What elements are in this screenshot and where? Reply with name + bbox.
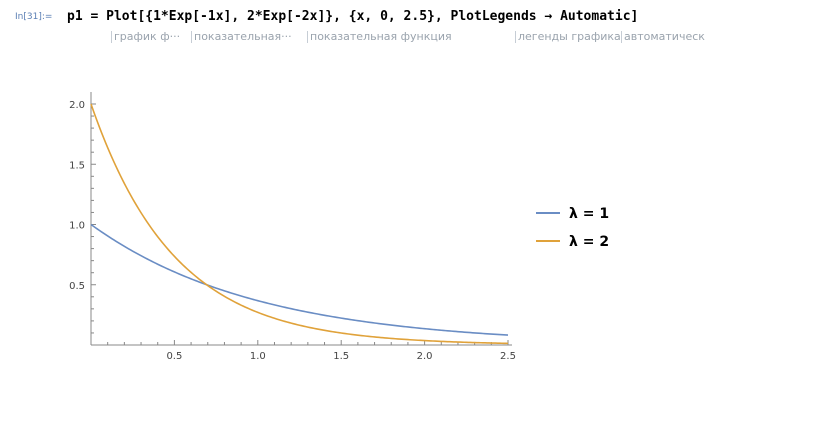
y-tick-label: 2.0: [69, 100, 85, 111]
input-code[interactable]: p1 = Plot[{1*Exp[-1x], 2*Exp[-2x]}, {x, …: [67, 9, 639, 24]
input-label: In[31]:=: [15, 12, 53, 22]
y-tick-label: 0.5: [69, 281, 85, 292]
autocomplete-hints: график ф··· показательная··· показательн…: [0, 31, 817, 45]
y-tick-label: 1.0: [69, 221, 85, 232]
hint-exp-2[interactable]: показательная функция: [307, 31, 452, 43]
hint-plotlegends[interactable]: легенды графика: [515, 31, 621, 43]
x-tick-label: 1.0: [250, 351, 266, 362]
legend-label-1: λ = 1: [569, 206, 609, 222]
x-tick-label: 2.5: [500, 351, 516, 362]
plot-legend: λ = 1 λ = 2: [536, 206, 609, 250]
series-line-2: [90, 103, 509, 345]
x-tick-label: 1.5: [333, 351, 349, 362]
x-tick-label: 2.0: [417, 351, 433, 362]
series-line-1: [90, 223, 509, 336]
hint-exp-1[interactable]: показательная···: [191, 31, 292, 43]
plot-axes: 0.5 1.0 1.5 2.0 2.5 0.5 1.0 1.5 2.0: [69, 92, 516, 362]
x-tick-label: 0.5: [166, 351, 182, 362]
y-tick-label: 1.5: [69, 160, 85, 171]
legend-label-2: λ = 2: [569, 234, 609, 250]
hint-automatic[interactable]: автоматическ: [621, 31, 705, 43]
plot-series: [90, 103, 509, 345]
hint-plot[interactable]: график ф···: [111, 31, 180, 43]
